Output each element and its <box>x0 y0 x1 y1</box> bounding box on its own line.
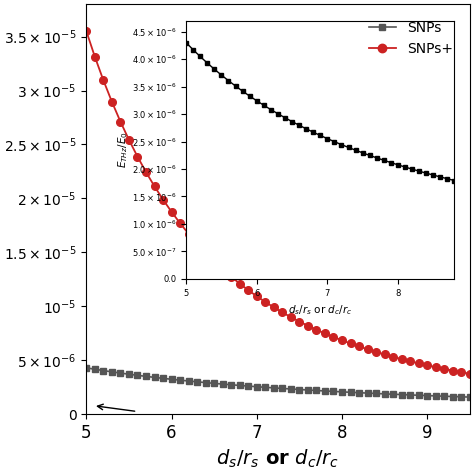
SNPs <box>450 394 456 400</box>
SNPs+ <box>467 371 473 376</box>
SNPs+ <box>356 344 362 349</box>
SNPs <box>109 369 115 375</box>
SNPs+ <box>83 28 89 34</box>
Line: SNPs: SNPs <box>83 365 473 400</box>
SNPs+ <box>109 99 115 105</box>
SNPs <box>263 384 268 390</box>
SNPs <box>365 390 370 396</box>
SNPs+ <box>331 334 337 340</box>
SNPs+ <box>288 314 294 320</box>
SNPs <box>407 392 413 398</box>
SNPs <box>382 391 387 397</box>
SNPs+ <box>246 287 251 293</box>
SNPs <box>271 385 277 391</box>
SNPs <box>92 366 98 372</box>
SNPs <box>203 380 209 385</box>
SNPs <box>322 388 328 394</box>
SNPs <box>126 372 132 377</box>
SNPs <box>458 394 464 400</box>
SNPs+ <box>169 209 174 215</box>
SNPs+ <box>458 369 464 375</box>
SNPs+ <box>237 281 243 286</box>
SNPs <box>220 381 226 387</box>
SNPs <box>228 382 234 388</box>
SNPs <box>246 383 251 389</box>
SNPs <box>83 365 89 371</box>
SNPs+ <box>194 241 200 246</box>
SNPs+ <box>297 319 302 324</box>
SNPs+ <box>305 323 311 328</box>
SNPs <box>467 394 473 400</box>
SNPs <box>373 391 379 396</box>
SNPs+ <box>373 349 379 355</box>
SNPs <box>339 389 345 395</box>
SNPs <box>433 393 438 399</box>
SNPs <box>348 390 354 395</box>
SNPs+ <box>433 365 438 370</box>
SNPs <box>186 378 191 384</box>
SNPs+ <box>314 327 319 333</box>
SNPs+ <box>254 293 260 299</box>
SNPs+ <box>118 119 123 125</box>
SNPs <box>152 374 157 380</box>
SNPs <box>135 373 140 378</box>
SNPs <box>441 393 447 399</box>
SNPs <box>390 392 396 397</box>
SNPs <box>280 386 285 392</box>
SNPs+ <box>135 154 140 159</box>
SNPs+ <box>348 341 354 346</box>
SNPs+ <box>211 258 217 264</box>
SNPs+ <box>424 363 430 368</box>
SNPs+ <box>220 266 226 272</box>
SNPs <box>237 383 243 388</box>
SNPs+ <box>365 346 370 352</box>
SNPs+ <box>263 299 268 305</box>
SNPs <box>100 368 106 374</box>
SNPs <box>177 377 183 383</box>
SNPs <box>160 375 166 381</box>
SNPs+ <box>399 356 404 362</box>
SNPs <box>169 376 174 382</box>
SNPs <box>297 387 302 392</box>
SNPs <box>314 388 319 393</box>
SNPs+ <box>441 366 447 372</box>
Line: SNPs+: SNPs+ <box>82 27 474 378</box>
SNPs+ <box>382 352 387 357</box>
SNPs+ <box>407 358 413 364</box>
SNPs+ <box>143 169 149 175</box>
SNPs <box>331 389 337 394</box>
SNPs+ <box>126 137 132 143</box>
SNPs+ <box>186 231 191 237</box>
SNPs <box>305 387 311 393</box>
SNPs+ <box>203 250 209 255</box>
SNPs <box>416 392 421 398</box>
SNPs+ <box>100 77 106 83</box>
SNPs+ <box>160 197 166 202</box>
SNPs <box>194 379 200 385</box>
SNPs <box>143 374 149 379</box>
SNPs <box>211 381 217 386</box>
SNPs+ <box>416 361 421 366</box>
SNPs+ <box>152 183 157 189</box>
SNPs+ <box>390 354 396 360</box>
SNPs+ <box>322 331 328 337</box>
SNPs+ <box>450 368 456 374</box>
SNPs <box>288 386 294 392</box>
SNPs <box>118 370 123 376</box>
SNPs <box>424 393 430 399</box>
SNPs+ <box>280 310 285 315</box>
SNPs+ <box>177 220 183 226</box>
SNPs+ <box>271 304 277 310</box>
SNPs+ <box>339 337 345 343</box>
SNPs+ <box>92 54 98 60</box>
X-axis label: $d_s/r_s$ or $d_c/r_c$: $d_s/r_s$ or $d_c/r_c$ <box>217 447 340 470</box>
SNPs <box>254 384 260 390</box>
SNPs <box>356 390 362 395</box>
SNPs+ <box>228 274 234 280</box>
SNPs <box>399 392 404 397</box>
Legend: SNPs, SNPs+: SNPs, SNPs+ <box>363 15 459 61</box>
